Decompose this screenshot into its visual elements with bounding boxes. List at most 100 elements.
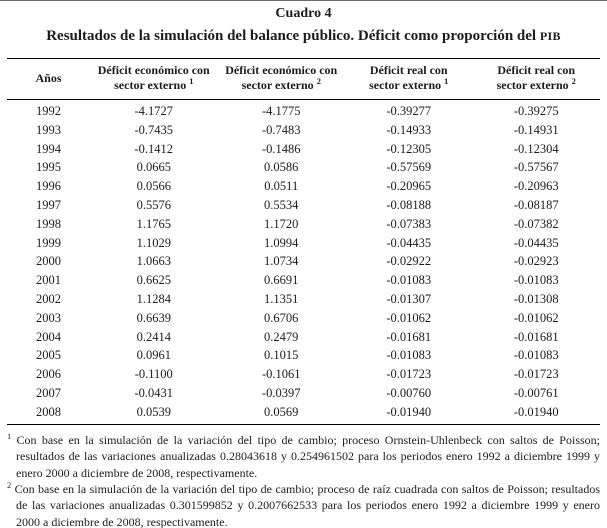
cell-deficit-economico-1: 1.1029 [136,235,171,250]
cell-deficit-economico-1: -4.1727 [134,103,174,118]
table-row: 2008 0.0539 0.0569 -0.01940 -0.01940 [7,403,600,425]
cell-year: 2000 [36,254,61,269]
table-row: 2004 0.2414 0.2479 -0.01681 -0.01681 [7,328,600,347]
column-header-deficit-real-2: Déficit real con sector externo 2 [472,58,600,100]
header-line2: sector externo [369,78,442,93]
cell-deficit-economico-1: 0.0961 [136,348,171,363]
cell-deficit-economico-2: -0.1061 [261,367,301,382]
table-row: 1999 1.1029 1.0994 -0.04435 -0.04435 [7,234,600,253]
cell-deficit-real-1: -0.39277 [386,103,432,118]
footnote-1-text: Con base en la simulación de la variació… [16,432,600,480]
table-row: 1997 0.5576 0.5534 -0.08188 -0.08187 [7,196,600,215]
cell-year: 2001 [36,273,61,288]
header-footnote-marker: 2 [571,77,576,87]
column-header-deficit-economico-2: Déficit económico con sector externo 2 [217,58,345,100]
cell-deficit-real-1: -0.01062 [386,310,432,325]
cell-deficit-economico-2: -4.1775 [261,103,301,118]
header-line2: sector externo [496,78,569,93]
cell-deficit-economico-1: -0.0431 [134,385,174,400]
cell-deficit-real-2: -0.01940 [513,404,559,419]
cell-deficit-real-1: -0.14933 [386,122,432,137]
table-row: 1995 0.0665 0.0586 -0.57569 -0.57567 [7,158,600,177]
cell-deficit-real-1: -0.01940 [386,404,432,419]
cell-deficit-economico-1: -0.7435 [134,122,174,137]
table-row: 2003 0.6639 0.6706 -0.01062 -0.01062 [7,309,600,328]
header-line1: Déficit real con [497,62,576,77]
cell-deficit-real-1: -0.00760 [386,385,432,400]
cell-deficit-economico-1: 0.0665 [136,160,171,175]
cell-deficit-economico-1: 0.2414 [136,329,171,344]
cell-year: 2004 [36,329,61,344]
cell-deficit-economico-2: 0.1015 [264,348,299,363]
cell-deficit-real-2: -0.01083 [513,348,559,363]
results-table: Años Déficit económico con sector extern… [7,57,600,425]
cell-deficit-economico-1: 0.6625 [136,273,171,288]
cell-deficit-economico-2: -0.0397 [261,385,301,400]
cell-deficit-economico-2: -0.1486 [261,141,301,156]
header-footnote-marker: 2 [316,77,321,87]
table-row: 2006 -0.1100 -0.1061 -0.01723 -0.01723 [7,365,600,384]
cell-deficit-real-2: -0.08187 [513,197,559,212]
cell-deficit-real-2: -0.14931 [513,122,559,137]
cell-deficit-real-1: -0.04435 [386,235,432,250]
cell-deficit-economico-2: 0.5534 [264,197,299,212]
cell-deficit-economico-1: 0.0539 [136,404,171,419]
cell-deficit-real-1: -0.01083 [386,273,432,288]
cell-deficit-economico-2: 1.0994 [264,235,299,250]
header-line1: Déficit económico con [225,62,338,77]
cell-year: 1993 [36,122,61,137]
caption-title-text: Resultados de la simulación del balance … [46,27,540,44]
footnote-2: 2 Con base en la simulación de la variac… [7,481,600,528]
cell-year: 2007 [36,385,61,400]
cell-deficit-real-1: -0.01083 [386,348,432,363]
cell-year: 1992 [36,103,61,118]
footnotes: 1 Con base en la simulación de la variac… [7,432,600,528]
header-line2: sector externo [241,78,314,93]
table-row: 2000 1.0663 1.0734 -0.02922 -0.02923 [7,252,600,271]
cell-deficit-economico-2: 0.0511 [264,179,299,194]
header-row: Años Déficit económico con sector extern… [7,58,600,100]
cell-deficit-real-1: -0.57569 [386,160,432,175]
cell-deficit-real-2: -0.04435 [513,235,559,250]
cell-deficit-real-2: -0.01308 [513,291,559,306]
cell-deficit-real-1: -0.08188 [386,197,432,212]
cell-year: 1998 [36,216,61,231]
table-header: Años Déficit económico con sector extern… [7,58,600,100]
cell-deficit-economico-2: 0.6691 [264,273,299,288]
cell-year: 1999 [36,235,61,250]
table-row: 1996 0.0566 0.0511 -0.20965 -0.20963 [7,177,600,196]
cell-deficit-economico-1: 0.5576 [136,197,171,212]
footnote-2-text: Con base en la simulación de la variació… [14,482,600,528]
cell-deficit-economico-1: 0.6639 [136,310,171,325]
column-header-years: Años [7,58,91,100]
cell-year: 2005 [36,348,61,363]
cell-deficit-real-2: -0.12304 [513,141,559,156]
cell-year: 2003 [36,310,61,325]
cell-deficit-economico-1: -0.1100 [134,367,173,382]
cell-deficit-economico-2: 1.0734 [264,254,299,269]
cell-year: 2002 [36,291,61,306]
cell-deficit-real-2: -0.00761 [513,385,559,400]
table-caption-title: Resultados de la simulación del balance … [7,27,600,45]
footnote-2-marker: 2 [7,481,12,491]
cell-year: 2008 [36,404,61,419]
cell-year: 1996 [36,179,61,194]
cell-year: 1994 [36,141,61,156]
cell-deficit-real-2: -0.07382 [513,216,559,231]
table-row: 1992 -4.1727 -4.1775 -0.39277 -0.39275 [7,99,600,120]
cell-deficit-economico-1: 1.1284 [136,291,171,306]
table-row: 1998 1.1765 1.1720 -0.07383 -0.07382 [7,215,600,234]
footnote-1-marker: 1 [7,431,12,441]
cell-deficit-real-1: -0.01681 [386,329,432,344]
column-header-deficit-economico-1: Déficit económico con sector externo 1 [90,58,218,100]
table-row: 2001 0.6625 0.6691 -0.01083 -0.01083 [7,271,600,290]
cell-deficit-economico-2: 0.0586 [264,160,299,175]
cell-deficit-real-1: -0.12305 [386,141,432,156]
cell-deficit-economico-2: 0.0569 [264,404,299,419]
cell-year: 2006 [36,367,61,382]
header-footnote-marker: 1 [189,77,194,87]
table-row: 1994 -0.1412 -0.1486 -0.12305 -0.12304 [7,140,600,159]
cell-deficit-real-2: -0.39275 [513,103,559,118]
cell-deficit-economico-2: 0.6706 [264,310,299,325]
